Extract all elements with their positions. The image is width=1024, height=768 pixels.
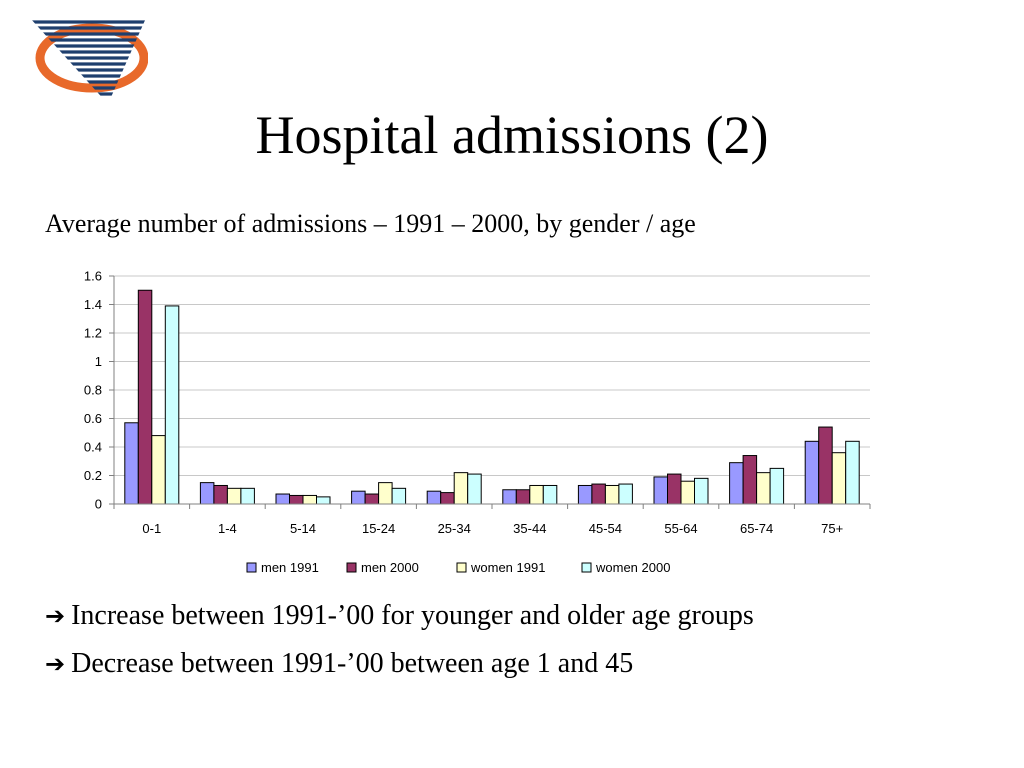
bar-men-2000-1-4 xyxy=(213,484,228,505)
x-tick-label: 5-14 xyxy=(290,521,316,536)
bullet-increase: ➔ Increase between 1991-’00 for younger a… xyxy=(45,598,754,634)
bar-women-1991-5-14 xyxy=(302,494,317,505)
chart-bars xyxy=(124,289,860,505)
bar-men-1991-0-1 xyxy=(124,422,139,505)
bar-men-2000-75+ xyxy=(818,426,833,505)
bar-men-1991-5-14 xyxy=(275,493,290,505)
legend-swatch xyxy=(581,562,592,573)
legend-swatch xyxy=(246,562,257,573)
bar-men-2000-35-44 xyxy=(515,489,531,505)
x-tick-label: 1-4 xyxy=(218,521,237,536)
x-axis-ticks: 0-1 1-4 5-14 15-24 25-34 35-44 45-54 55-64 65-74… xyxy=(113,504,871,536)
x-tick-label: 55-64 xyxy=(664,521,697,536)
bar-women-1991-25-34 xyxy=(453,472,469,505)
bar-women-1991-15-24 xyxy=(378,482,393,505)
bar-men-2000-25-34 xyxy=(440,492,455,505)
bar-chart: 0 0.2 0.4 0.6 0.8 1 1.2 1.4 1.6 0-1 1-4 5-14 15-24 2… xyxy=(84,269,871,575)
chart-subtitle: Average number of admissions – 1991 – 20… xyxy=(45,209,696,238)
bar-women-1991-75+ xyxy=(831,452,847,505)
bar-men-1991-65-74 xyxy=(729,462,744,505)
arrow-right-icon: ➔ xyxy=(45,650,66,678)
bar-women-2000-0-1 xyxy=(164,305,180,505)
bar-women-2000-55-64 xyxy=(694,477,709,505)
bar-women-2000-35-44 xyxy=(542,484,558,505)
bar-men-2000-65-74 xyxy=(742,455,758,505)
x-tick-label: 45-54 xyxy=(589,521,622,536)
bar-men-1991-75+ xyxy=(804,440,820,505)
y-tick-label: 1.2 xyxy=(84,326,102,341)
bar-men-2000-0-1 xyxy=(137,289,153,505)
bar-women-2000-75+ xyxy=(845,440,860,505)
bar-men-1991-1-4 xyxy=(199,482,215,505)
legend-label: men 2000 xyxy=(361,560,419,575)
bar-women-1991-0-1 xyxy=(151,435,166,505)
x-tick-label: 15-24 xyxy=(362,521,395,536)
bullet-decrease: ➔ Decrease between 1991-’00 between age 1… xyxy=(45,646,633,682)
bar-men-2000-5-14 xyxy=(289,494,304,505)
bar-women-1991-45-54 xyxy=(604,484,620,505)
bar-men-1991-45-54 xyxy=(577,484,593,505)
slide-title: Hospital admissions (2) xyxy=(255,105,769,165)
bar-women-1991-65-74 xyxy=(756,472,771,505)
y-tick-label: 1 xyxy=(95,354,102,369)
y-tick-label: 1.6 xyxy=(84,269,102,284)
y-tick-label: 0.8 xyxy=(84,383,102,398)
x-tick-label: 65-74 xyxy=(740,521,773,536)
y-axis-ticks: 0 0.2 0.4 0.6 0.8 1 1.2 1.4 1.6 xyxy=(84,269,114,512)
bar-women-2000-15-24 xyxy=(391,487,407,505)
x-tick-label: 35-44 xyxy=(513,521,546,536)
chart-legend: men 1991 men 2000 women 1991 women 2000 xyxy=(246,560,670,575)
bar-women-1991-35-44 xyxy=(529,484,544,505)
legend-label: women 2000 xyxy=(595,560,670,575)
legend-label: women 1991 xyxy=(470,560,545,575)
y-tick-label: 0 xyxy=(95,497,102,512)
chart-gridlines xyxy=(114,275,870,476)
bar-women-2000-1-4 xyxy=(240,487,255,505)
logo-icon xyxy=(30,20,148,96)
bar-men-2000-15-24 xyxy=(364,493,380,505)
legend-swatch xyxy=(346,562,357,573)
bar-women-2000-45-54 xyxy=(618,483,633,505)
x-tick-label: 25-34 xyxy=(438,521,471,536)
arrow-right-icon: ➔ xyxy=(45,602,66,630)
bar-men-1991-25-34 xyxy=(426,490,442,505)
x-tick-label: 0-1 xyxy=(142,521,161,536)
legend-label: men 1991 xyxy=(261,560,319,575)
bar-men-2000-45-54 xyxy=(591,483,606,505)
y-tick-label: 0.2 xyxy=(84,468,102,483)
bar-men-1991-35-44 xyxy=(502,489,517,505)
bar-women-2000-65-74 xyxy=(769,467,785,505)
x-tick-label: 75+ xyxy=(821,521,843,536)
bar-men-2000-55-64 xyxy=(667,473,682,505)
bar-women-1991-55-64 xyxy=(680,480,695,505)
bar-women-1991-1-4 xyxy=(226,487,242,505)
y-tick-label: 0.4 xyxy=(84,440,102,455)
bar-men-1991-15-24 xyxy=(351,490,366,505)
y-tick-label: 1.4 xyxy=(84,297,102,312)
y-tick-label: 0.6 xyxy=(84,411,102,426)
bullet-text: Increase between 1991-’00 for younger an… xyxy=(71,600,754,631)
bar-women-2000-5-14 xyxy=(316,496,331,505)
legend-swatch xyxy=(456,562,467,573)
bar-women-2000-25-34 xyxy=(467,473,482,505)
bullet-text: Decrease between 1991-’00 between age 1 … xyxy=(71,648,634,679)
bar-men-1991-55-64 xyxy=(653,476,668,505)
